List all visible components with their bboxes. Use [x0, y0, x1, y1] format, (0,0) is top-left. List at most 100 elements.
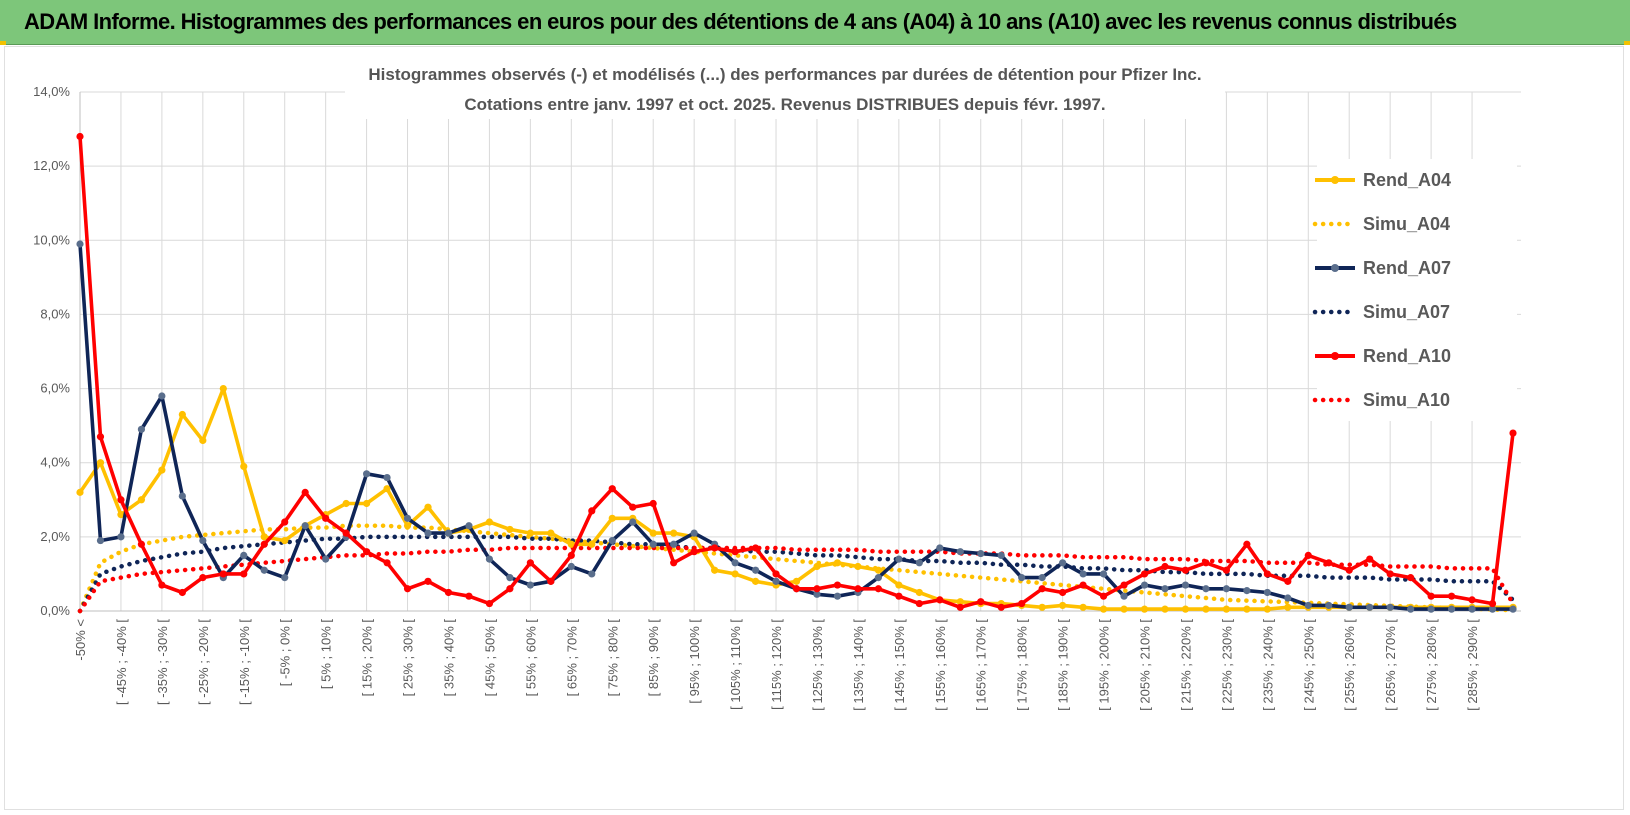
series-rend-a07-point — [1447, 605, 1456, 613]
series-rend-a07-point — [731, 559, 739, 567]
series-rend-a07-point — [813, 590, 821, 598]
series-rend-a10-point — [1509, 429, 1517, 437]
series-rend-a10-point — [485, 599, 494, 608]
legend-marker-rend-a07 — [1331, 264, 1339, 272]
series-rend-a04-point — [403, 522, 412, 530]
series-rend-a10-point — [629, 503, 637, 511]
series-rend-a07-point — [1079, 570, 1087, 578]
series-rend-a07-point — [1120, 592, 1128, 600]
series-rend-a07-point — [403, 514, 412, 522]
series-rend-a04-point — [342, 499, 350, 508]
series-rend-a10-point — [567, 551, 575, 559]
x-tick-label: [ 195% ; 200% [ — [1097, 619, 1112, 711]
series-rend-a07-point — [506, 574, 514, 582]
series-rend-a07-point — [1407, 605, 1415, 613]
series-rend-a10-point — [444, 588, 453, 597]
series-rend-a07-point — [567, 562, 575, 571]
series-rend-a04-point — [588, 540, 596, 548]
series-rend-a07-point — [1366, 603, 1374, 611]
series-rend-a07-point — [1161, 585, 1169, 593]
series-rend-a10-point — [1263, 570, 1271, 578]
series-rend-a10-point — [1099, 592, 1108, 600]
x-tick-label: [ 25% ; 30% [ — [401, 619, 416, 697]
series-rend-a10-point — [1161, 562, 1169, 571]
series-rend-a07-point — [363, 470, 371, 478]
series-rend-a10-point — [1140, 570, 1149, 578]
x-tick-label: [ 165% ; 170% [ — [974, 619, 989, 711]
series-rend-a04-point — [1222, 605, 1230, 613]
x-tick-label: [ 285% ; 290% [ — [1465, 619, 1480, 711]
series-rend-a10-point — [772, 570, 780, 578]
series-rend-a07-point — [670, 540, 678, 548]
chart-title-background — [345, 57, 1225, 119]
series-rend-a10-point — [1386, 570, 1394, 578]
series-rend-a10-point — [1202, 559, 1210, 567]
series-rend-a04-point — [649, 529, 657, 537]
chart-title-line: Histogrammes observés (-) et modélisés (… — [368, 65, 1201, 84]
series-rend-a10-point — [751, 544, 760, 552]
series-rend-a04-point — [1099, 605, 1108, 613]
series-rend-a07-point — [1427, 605, 1435, 613]
series-rend-a10-point — [854, 585, 862, 593]
series-rend-a10-point — [1366, 555, 1374, 563]
x-tick-label: -50% < — [73, 619, 88, 661]
chart-title-line: Cotations entre janv. 1997 et oct. 2025.… — [464, 95, 1105, 114]
series-rend-a10-point — [690, 548, 698, 556]
series-rend-a07-point — [833, 592, 842, 600]
series-rend-a07-point — [649, 540, 657, 548]
series-rend-a10-point — [158, 581, 166, 589]
y-tick-label: 10,0% — [33, 232, 70, 247]
series-rend-a07-point — [199, 536, 207, 545]
series-rend-a10-point — [301, 488, 309, 496]
y-tick-label: 14,0% — [33, 84, 70, 99]
legend-background — [1317, 159, 1517, 421]
y-tick-label: 12,0% — [33, 158, 70, 173]
series-rend-a04-point — [731, 570, 739, 578]
y-tick-label: 4,0% — [40, 455, 70, 470]
series-rend-a07-point — [1345, 603, 1353, 611]
series-rend-a07-point — [1325, 601, 1333, 610]
chart-frame: 0,0% 2,0% 4,0% 6,0% 8,0% 10,0% 12,0% 14,0% -50% … — [4, 46, 1624, 810]
series-rend-a04-point — [1079, 603, 1087, 611]
series-rend-a07-point — [690, 529, 698, 537]
x-tick-label: [ 85% ; 90% [ — [646, 619, 661, 697]
series-rend-a10-point — [424, 577, 432, 585]
series-rend-a10-point — [936, 596, 944, 604]
corner-accent-right — [1624, 41, 1630, 45]
series-rend-a07-point — [465, 522, 473, 530]
series-rend-a10-point — [608, 485, 616, 493]
x-tick-label: [ -45% ; -40% [ — [114, 619, 129, 705]
series-rend-a07-point — [117, 533, 125, 541]
series-rend-a10-point — [260, 540, 268, 548]
series-rend-a10-point — [1038, 585, 1046, 593]
legend-label-rend-a04: Rend_A04 — [1363, 170, 1451, 190]
series-rend-a04-point — [956, 598, 964, 606]
legend-label-simu-a07: Simu_A07 — [1363, 302, 1450, 322]
series-rend-a10-point — [1488, 599, 1497, 608]
series-rend-a04-point — [485, 518, 494, 526]
x-tick-label: [ 15% ; 20% [ — [360, 619, 375, 697]
series-rend-a07-point — [629, 518, 637, 526]
y-tick-label: 8,0% — [40, 306, 70, 321]
series-rend-a04-point — [281, 536, 289, 545]
series-rend-a07-point — [588, 570, 596, 578]
series-rend-a04-point — [1243, 605, 1251, 613]
series-rend-a04-point — [751, 577, 760, 585]
series-rend-a04-point — [1181, 605, 1190, 613]
series-rend-a10-point — [1222, 566, 1230, 574]
series-rend-a04-point — [506, 525, 514, 534]
series-rend-a10-point — [117, 496, 125, 504]
series-rend-a10-point — [76, 132, 84, 141]
series-rend-a10-point — [813, 585, 821, 593]
series-rend-a04-point — [117, 511, 125, 519]
series-rend-a10-point — [1325, 559, 1333, 567]
x-tick-label: [ 145% ; 150% [ — [892, 619, 907, 711]
series-rend-a10-point — [956, 603, 964, 611]
corner-accent-left — [0, 41, 6, 45]
series-rend-a10-point — [1468, 596, 1476, 604]
x-tick-label: [ 45% ; 50% [ — [482, 619, 497, 697]
series-rend-a10-point — [1345, 566, 1353, 574]
series-rend-a04-point — [1202, 605, 1210, 613]
series-rend-a10-point — [403, 585, 412, 593]
x-tick-label: [ 265% ; 270% [ — [1383, 619, 1398, 711]
